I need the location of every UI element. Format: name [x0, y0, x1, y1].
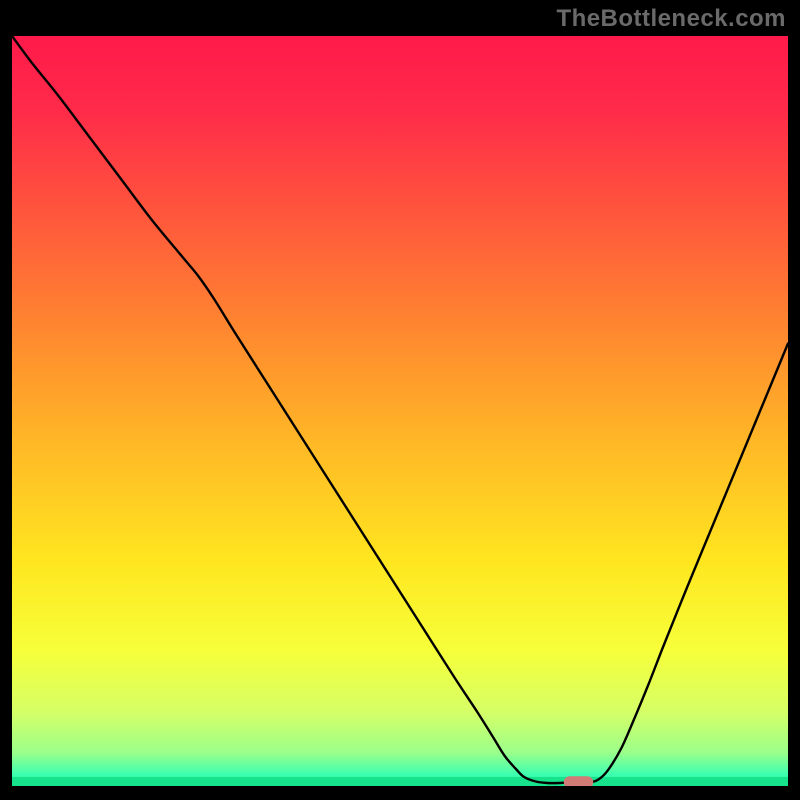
chart-plot-area — [12, 36, 788, 786]
optimal-point-marker — [564, 776, 593, 786]
chart-svg — [12, 36, 788, 786]
watermark-text: TheBottleneck.com — [556, 5, 786, 33]
chart-background — [12, 36, 788, 786]
chart-bottom-band — [12, 777, 788, 786]
